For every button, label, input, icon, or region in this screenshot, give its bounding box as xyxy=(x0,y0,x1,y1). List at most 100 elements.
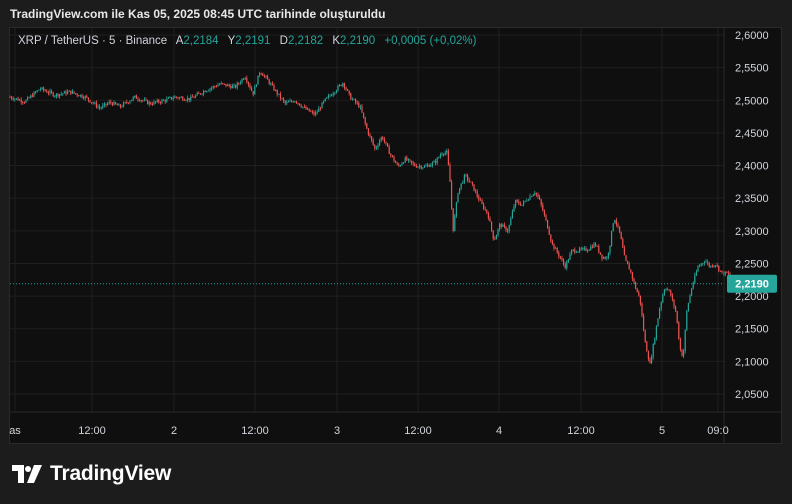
candle-up xyxy=(39,89,41,90)
candle-down xyxy=(635,282,637,289)
candle-up xyxy=(108,101,110,104)
candle-up xyxy=(375,147,377,149)
chart-panel[interactable] xyxy=(9,27,782,444)
candle-down xyxy=(9,97,11,98)
candle-up xyxy=(113,102,115,106)
candle-down xyxy=(620,232,622,240)
candle-up xyxy=(532,194,534,197)
candle-up xyxy=(103,103,105,106)
candle-down xyxy=(295,101,297,103)
y-tick-label: 2,4500 xyxy=(735,128,769,140)
candle-up xyxy=(30,95,32,98)
candle-up xyxy=(332,93,334,96)
candle-down xyxy=(105,103,107,105)
candle-down xyxy=(622,239,624,248)
candle-down xyxy=(299,103,301,106)
candle-up xyxy=(404,157,406,163)
y-tick-label: 2,3000 xyxy=(735,226,769,238)
candle-down xyxy=(76,93,78,96)
candle-up xyxy=(334,92,336,94)
candle-up xyxy=(702,263,704,264)
candle-down xyxy=(116,104,118,106)
candle-up xyxy=(441,153,443,156)
candle-down xyxy=(159,102,161,104)
candle-up xyxy=(326,97,328,99)
candle-up xyxy=(15,98,17,100)
x-tick-label: as xyxy=(9,425,21,437)
x-tick-label: 2 xyxy=(171,425,177,437)
candle-down xyxy=(12,98,14,100)
candle-down xyxy=(478,196,480,200)
candle-up xyxy=(190,96,192,101)
candle-up xyxy=(579,248,581,252)
candle-up xyxy=(499,224,501,230)
candle-down xyxy=(367,128,369,135)
candle-down xyxy=(92,102,94,104)
candle-down xyxy=(644,330,646,342)
candle-up xyxy=(572,249,574,251)
candle-down xyxy=(164,100,166,102)
candle-up xyxy=(715,265,717,267)
candle-down xyxy=(471,182,473,185)
candle-up xyxy=(700,263,702,266)
candle-up xyxy=(359,106,361,108)
candle-down xyxy=(300,105,302,108)
candle-down xyxy=(65,91,67,95)
candle-up xyxy=(123,102,125,107)
candle-up xyxy=(403,162,405,164)
x-tick-label: 5 xyxy=(659,425,665,437)
candle-up xyxy=(180,97,182,98)
symbol-label[interactable]: XRP / TetherUS · 5 · Binance xyxy=(18,35,168,47)
candle-down xyxy=(449,164,451,182)
candle-up xyxy=(695,271,697,276)
candle-up xyxy=(609,245,611,254)
candle-up xyxy=(423,166,425,168)
candle-down xyxy=(57,93,59,97)
high-value: 2,2191 xyxy=(235,35,271,47)
y-tick-label: 2,6000 xyxy=(735,30,769,42)
candle-down xyxy=(540,199,542,205)
candle-down xyxy=(676,311,678,323)
candle-down xyxy=(398,164,400,166)
candle-down xyxy=(17,98,19,101)
x-tick-label: 4 xyxy=(496,425,502,437)
candle-down xyxy=(119,104,121,107)
candle-up xyxy=(134,95,136,98)
candle-down xyxy=(559,256,561,259)
candle-up xyxy=(315,112,317,115)
candle-up xyxy=(523,201,525,205)
candle-up xyxy=(55,93,57,97)
candle-down xyxy=(627,260,629,265)
candle-up xyxy=(460,183,462,188)
candle-down xyxy=(537,194,539,198)
candle-down xyxy=(596,245,598,247)
candle-down xyxy=(492,230,494,239)
candle-up xyxy=(655,326,657,339)
candle-up xyxy=(233,85,235,86)
candle-up xyxy=(515,200,517,207)
candle-down xyxy=(95,102,97,107)
x-tick-label: 09:0 xyxy=(707,425,728,437)
x-tick-label: 12:00 xyxy=(241,425,269,437)
candle-down xyxy=(473,184,475,191)
time-axis: as 12:00 2 12:00 3 12:00 4 12:00 5 09:0 xyxy=(9,411,782,437)
tradingview-brand[interactable]: TradingView xyxy=(12,462,171,486)
candle-down xyxy=(383,139,385,142)
candle-down xyxy=(268,79,270,84)
candle-down xyxy=(595,243,597,246)
candle-down xyxy=(364,117,366,124)
candle-down xyxy=(721,270,723,273)
candle-up xyxy=(607,253,609,258)
candle-down xyxy=(155,101,157,103)
candle-down xyxy=(518,201,520,204)
candle-up xyxy=(463,174,465,183)
y-tick-label: 2,3500 xyxy=(735,193,769,205)
y-tick-label: 2,2000 xyxy=(735,291,769,303)
candle-up xyxy=(462,182,464,184)
low-key: D xyxy=(279,35,288,47)
candle-up xyxy=(662,295,664,303)
candle-down xyxy=(267,76,269,80)
candle-up xyxy=(399,165,401,167)
candle-down xyxy=(628,264,630,270)
